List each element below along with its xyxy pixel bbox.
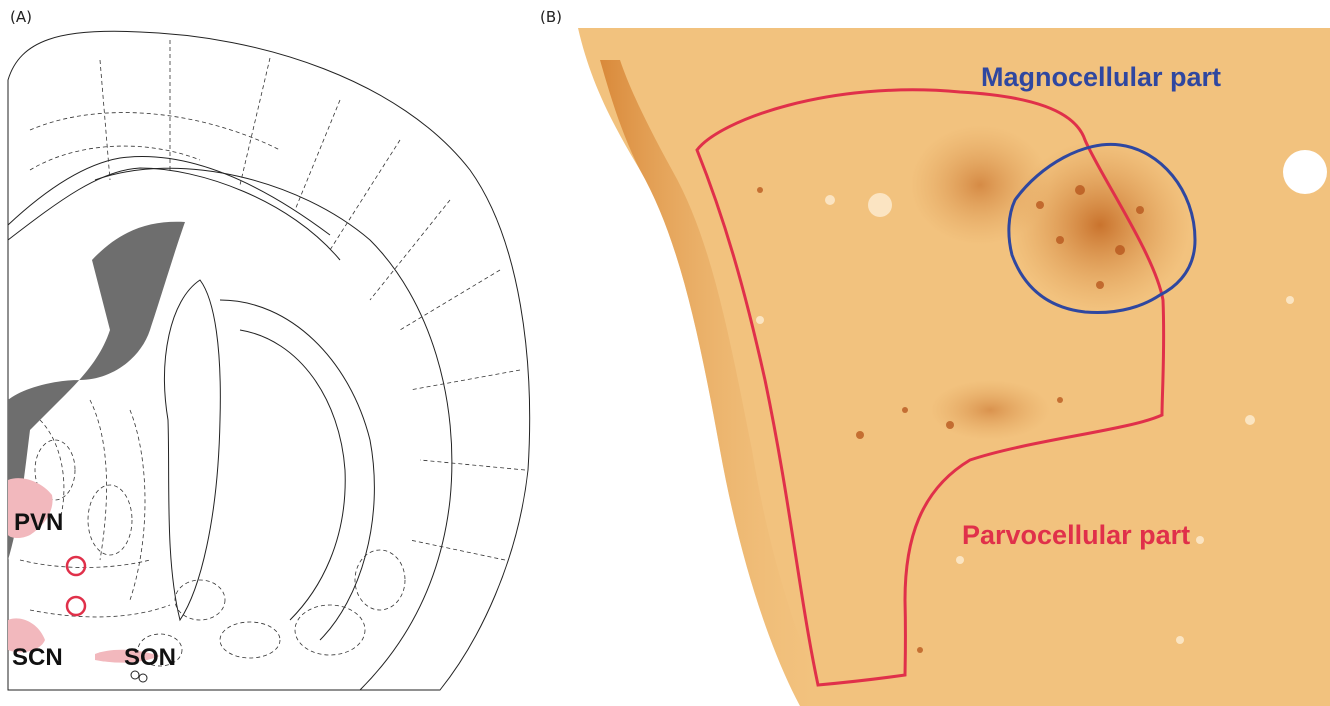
ventricle-void xyxy=(578,28,800,706)
injection-site-marker xyxy=(65,555,87,577)
scn-label: SCN xyxy=(12,644,63,671)
injection-site-marker xyxy=(65,595,87,617)
corpus-callosum-upper xyxy=(7,156,331,236)
pvn-region xyxy=(8,478,53,539)
tissue-edge xyxy=(600,60,830,706)
internal-capsule xyxy=(164,279,221,622)
cell-cluster xyxy=(910,125,1050,245)
optic-tract-marker xyxy=(138,673,148,683)
thalamic-boundary xyxy=(39,419,65,521)
nucleus-outline xyxy=(174,579,226,621)
cell-cluster xyxy=(930,380,1050,440)
panel-b-label: (B) xyxy=(540,8,562,26)
nucleus-outline xyxy=(354,549,406,611)
corpus-callosum xyxy=(7,167,341,261)
blood-vessel xyxy=(1283,150,1327,194)
nucleus-outline xyxy=(137,633,183,667)
hypothalamic-boundary xyxy=(29,604,171,618)
nucleus-outline xyxy=(87,484,133,556)
pvn-label: PVN xyxy=(14,509,63,536)
magnocellular-cell-cluster xyxy=(1010,140,1190,310)
brain-section-diagram: PVN SCN SON xyxy=(7,30,531,691)
nucleus-outline xyxy=(219,621,281,659)
cortical-division-line xyxy=(99,59,111,181)
thalamic-boundary xyxy=(89,399,107,561)
cortical-division-line xyxy=(419,459,526,471)
thalamic-boundary xyxy=(129,409,146,601)
magnocellular-label: Magnocellular part xyxy=(981,62,1221,92)
magnocellular-outline xyxy=(1007,142,1197,315)
external-capsule xyxy=(219,299,375,641)
parvocellular-outline xyxy=(695,88,1166,687)
parvocellular-label: Parvocellular part xyxy=(962,520,1190,550)
optic-tract-marker xyxy=(130,670,140,680)
scn-region xyxy=(8,618,45,653)
panel-a-label: (A) xyxy=(10,8,32,26)
lateral-ventricle xyxy=(8,221,185,560)
nucleus-outline xyxy=(34,439,76,501)
cortical-layer-line xyxy=(29,145,201,171)
cortical-division-line xyxy=(329,139,401,251)
son-region xyxy=(95,649,160,663)
cortical-division-line xyxy=(399,269,501,331)
nucleus-outline xyxy=(294,604,366,656)
inner-cortex-boundary xyxy=(94,167,453,691)
cortical-division-line xyxy=(294,99,341,211)
son-label: SON xyxy=(124,644,176,671)
cortical-division-line xyxy=(409,369,521,391)
cortex-outline xyxy=(7,30,531,691)
cortical-division-line xyxy=(239,57,271,186)
cortical-division-line xyxy=(369,199,451,301)
striatum-boundary xyxy=(239,329,346,621)
cortical-layer-line xyxy=(29,112,281,151)
tissue-background xyxy=(578,28,1330,706)
cortical-division-line xyxy=(409,539,506,561)
